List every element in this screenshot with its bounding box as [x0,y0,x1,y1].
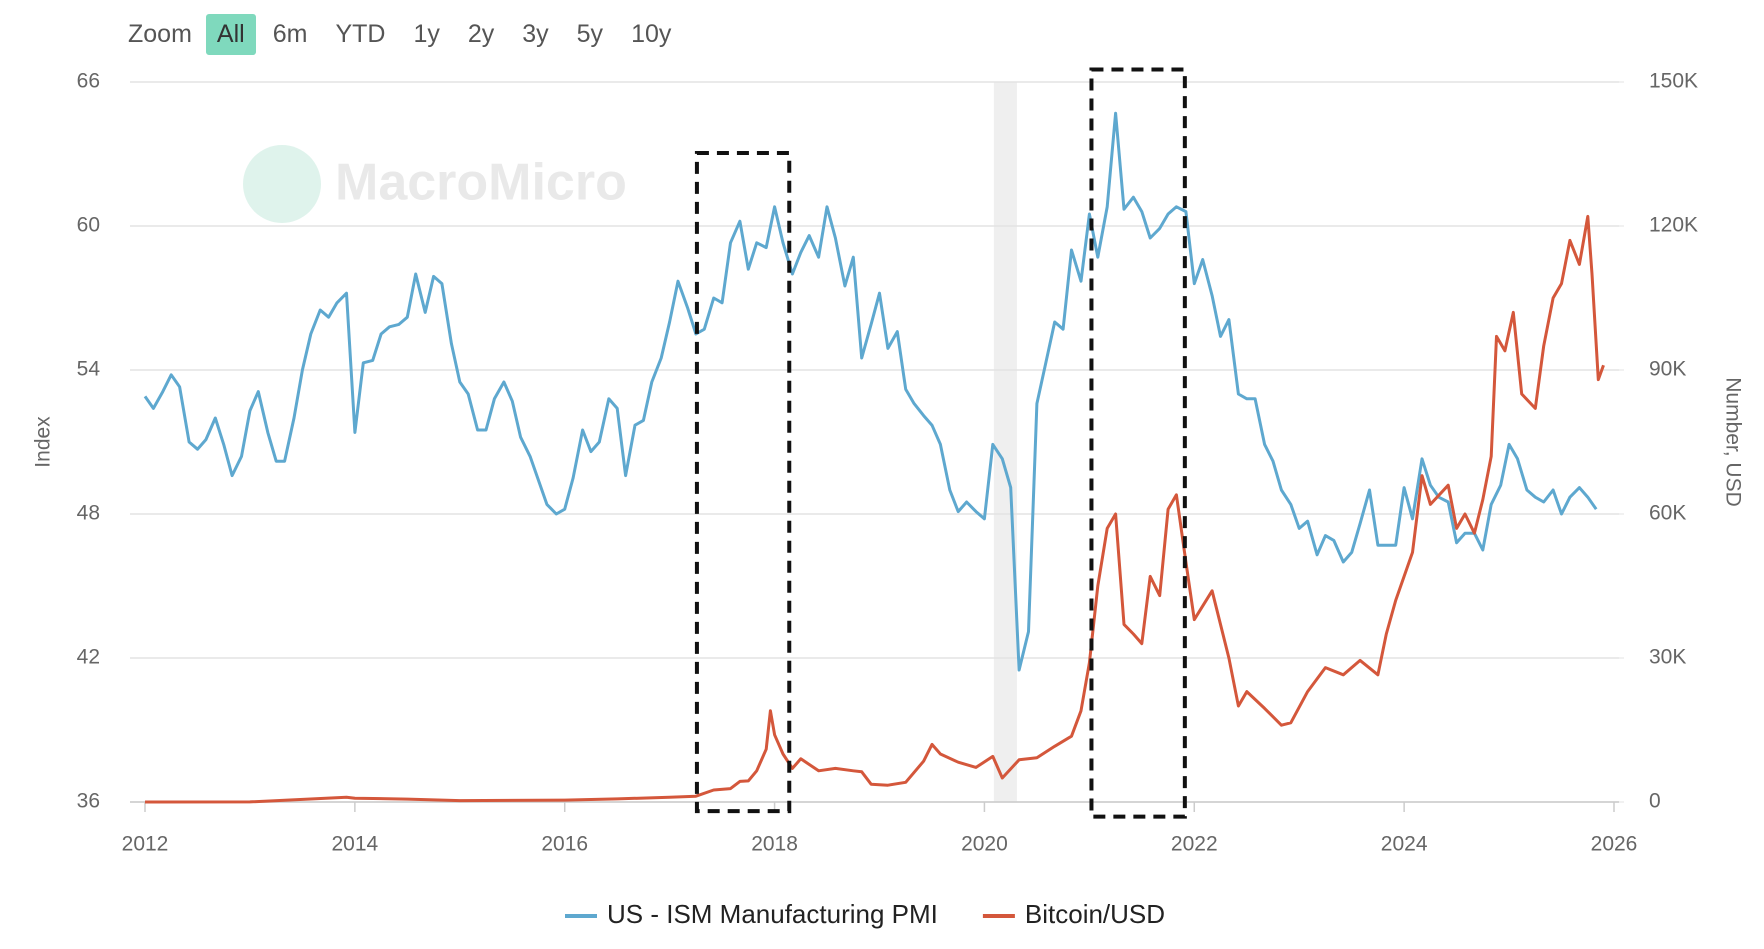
legend-item[interactable]: US - ISM Manufacturing PMI [565,899,938,929]
highlight-box [1089,67,1187,819]
y2-axis-title: Number, USD [1721,377,1744,507]
series-line [143,111,1598,672]
x-tick-label: 2026 [1591,833,1638,856]
watermark: MacroMicro [335,154,627,212]
zoom-bar: Zoom All 6m YTD 1y 2y 3y 5y 10y [120,14,682,55]
zoom-button[interactable]: 1y [413,20,440,48]
y2-tick-label: 0 [1649,790,1661,813]
highlight-box [694,151,792,814]
x-tick-label: 2014 [331,833,378,856]
x-tick-label: 2024 [1381,833,1428,856]
zoom-button[interactable]: 5y [576,20,604,48]
y-tick-label: 60 [77,214,100,237]
zoom-button[interactable]: 2y [467,20,495,48]
y2-tick-label: 90K [1649,358,1686,381]
y2-tick-label: 150K [1649,70,1698,93]
series-line [144,214,1605,804]
y-axis-title: Index [32,416,55,468]
y-tick-label: 54 [77,358,101,381]
y-tick-label: 36 [77,790,100,813]
y2-tick-label: 60K [1649,502,1686,525]
y2-tick-label: 120K [1649,214,1698,237]
recession-band [993,82,1017,802]
y-tick-label: 66 [77,70,100,93]
zoom-button[interactable]: 6m [272,20,308,48]
y-tick-label: 42 [77,646,100,669]
y2-tick-label: 30K [1649,646,1686,669]
legend-label: Bitcoin/USD [1025,899,1165,929]
x-tick-label: 2016 [541,833,588,856]
x-tick-label: 2012 [122,833,169,856]
y-tick-label: 48 [77,502,100,525]
x-tick-label: 2020 [961,833,1008,856]
zoom-button[interactable]: YTD [335,20,386,48]
watermark-icon [243,145,321,223]
x-tick-label: 2022 [1171,833,1218,856]
zoom-button[interactable]: 3y [522,20,549,48]
legend-item[interactable]: Bitcoin/USD [982,899,1165,929]
zoom-button[interactable]: All [205,14,256,55]
legend-label: US - ISM Manufacturing PMI [607,899,938,929]
zoom-label: Zoom [128,20,192,48]
x-tick-label: 2018 [751,833,798,856]
zoom-button[interactable]: 10y [631,20,672,48]
